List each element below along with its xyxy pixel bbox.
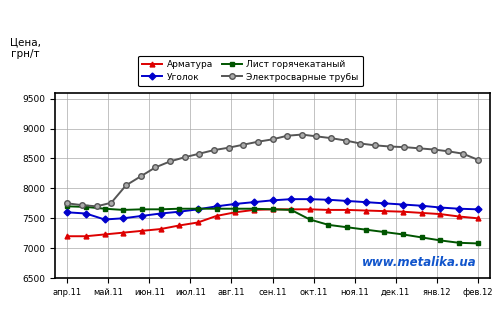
Text: Цена,
грн/т: Цена, грн/т (10, 37, 41, 59)
Legend: Арматура, Уголок, Лист горячекатаный, Электросварные трубы: Арматура, Уголок, Лист горячекатаный, Эл… (138, 56, 363, 86)
Text: www.metalika.ua: www.metalika.ua (362, 256, 477, 269)
